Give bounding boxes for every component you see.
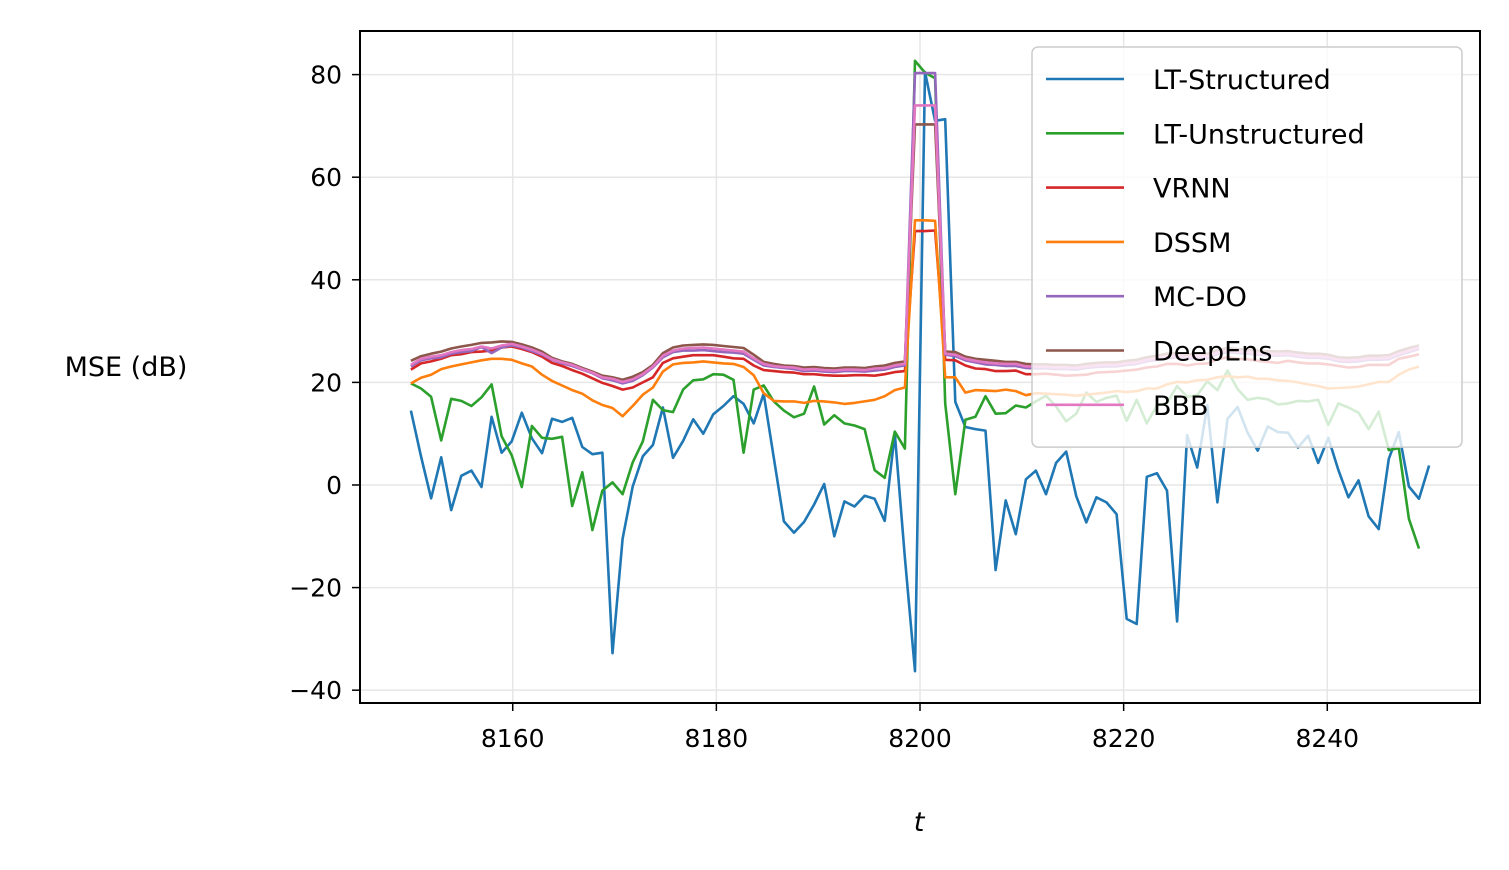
x-axis-label: t <box>914 807 926 838</box>
legend-box <box>1031 46 1463 448</box>
legend-label-vrnn: VRNN <box>1153 174 1231 205</box>
y-tick-label: −20 <box>289 574 342 603</box>
y-tick-label: 80 <box>310 61 342 90</box>
legend-label-lt-unstructured: LT-Unstructured <box>1153 119 1365 150</box>
legend-label-deepens: DeepEns <box>1153 337 1272 368</box>
legend-label-dssm: DSSM <box>1153 228 1231 259</box>
x-tick-label: 8240 <box>1295 724 1359 753</box>
x-tick-label: 8160 <box>481 724 545 753</box>
legend-label-mc-do: MC-DO <box>1153 282 1247 313</box>
x-tick-label: 8200 <box>888 724 952 753</box>
legend-label-bbb: BBB <box>1153 391 1209 422</box>
y-tick-label: 40 <box>310 266 342 295</box>
y-tick-label: 0 <box>326 471 342 500</box>
y-tick-label: −40 <box>289 676 342 705</box>
x-tick-label: 8180 <box>685 724 749 753</box>
legend: LT-Structured LT-Unstructured VRNN DSSM MC-D… <box>1031 46 1463 448</box>
y-tick-label: 60 <box>310 163 342 192</box>
axis-ticks: 8160 8180 8200 8220 8240 −40 −20 0 20 40 60 80 <box>289 61 1359 753</box>
y-axis-label: MSE (dB) <box>65 352 188 383</box>
y-tick-label: 20 <box>310 368 342 397</box>
x-tick-label: 8220 <box>1092 724 1156 753</box>
legend-label-lt-structured: LT-Structured <box>1153 65 1331 96</box>
